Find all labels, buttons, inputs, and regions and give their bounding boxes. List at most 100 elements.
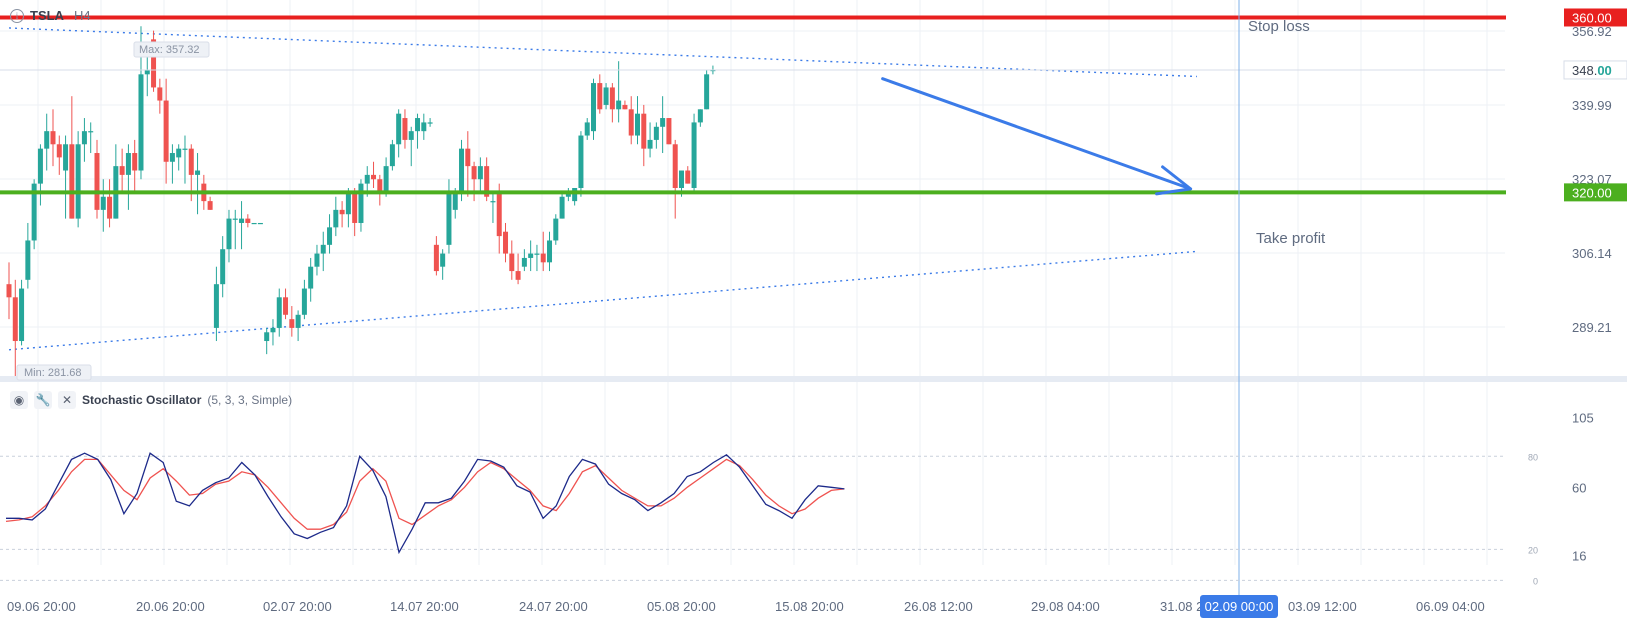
- candle-body: [283, 297, 289, 315]
- candle: [471, 161, 477, 202]
- candle: [383, 157, 389, 197]
- candle-body: [151, 39, 157, 88]
- min-label: Min: 281.68: [24, 367, 81, 379]
- candle-body: [635, 113, 640, 136]
- close-icon[interactable]: ✕: [58, 391, 76, 409]
- candle: [220, 236, 226, 298]
- candle-body: [653, 126, 659, 140]
- candle-body: [628, 109, 634, 136]
- candle: [547, 231, 553, 272]
- time-label: 24.07 20:00: [519, 599, 588, 614]
- grid-layer: [0, 0, 1627, 565]
- candles: [6, 26, 716, 376]
- candle-body: [641, 113, 647, 149]
- osc-level-label: 0: [1533, 576, 1538, 586]
- current-price-tag: 348.00: [1572, 63, 1612, 78]
- candle: [389, 139, 395, 171]
- candle: [427, 118, 433, 127]
- axes: 356.92 339.99 323.07 306.14 289.21 360.00 320.…: [7, 0, 1627, 618]
- price-tick: 289.21: [1572, 320, 1612, 335]
- candle-body: [44, 131, 50, 149]
- indicator-header: ◉ 🔧 ✕ Stochastic Oscillator (5, 3, 3, Si…: [10, 391, 292, 409]
- candle: [660, 96, 666, 154]
- candle-body: [477, 166, 483, 180]
- candle: [597, 74, 603, 114]
- info-icon[interactable]: i: [10, 8, 24, 23]
- candle-body: [257, 222, 263, 225]
- stoch-k-line: [6, 452, 845, 555]
- time-label: 31.08 2: [1160, 599, 1203, 614]
- candle: [56, 135, 62, 175]
- current-price-tag-bg: [1563, 60, 1627, 80]
- candle-body: [195, 170, 201, 175]
- current-price-frac: 00: [1597, 63, 1611, 78]
- candle: [289, 306, 295, 337]
- candle: [515, 253, 521, 285]
- candle: [207, 196, 213, 210]
- candle-body: [465, 148, 471, 167]
- candle-body: [226, 218, 232, 250]
- candle-body: [415, 118, 421, 132]
- take-profit-tag-bg: [1564, 183, 1627, 202]
- candle-body: [333, 209, 339, 228]
- candle-body: [446, 192, 452, 245]
- candle-body: [245, 218, 251, 223]
- candle: [477, 157, 483, 193]
- candle: [333, 196, 339, 237]
- candle-body: [94, 153, 100, 210]
- candle: [666, 118, 672, 145]
- candle: [69, 96, 75, 219]
- osc-level-label: 20: [1528, 545, 1538, 555]
- time-label: 03.09 12:00: [1288, 599, 1357, 614]
- osc-tick: 105: [1572, 411, 1594, 426]
- price-tick: 323.07: [1572, 172, 1612, 187]
- candle-body: [339, 209, 345, 215]
- arrow-head: [1155, 165, 1193, 196]
- trendlines: [8, 27, 1197, 351]
- candle: [94, 139, 100, 219]
- candle: [704, 69, 710, 110]
- candle-body: [364, 174, 370, 184]
- osc-level-label: 80: [1528, 452, 1538, 462]
- symbol-label[interactable]: TSLA: [30, 8, 64, 23]
- candle: [6, 262, 12, 320]
- candle-body: [660, 118, 666, 127]
- candle-body: [301, 288, 307, 315]
- candle: [308, 257, 314, 302]
- candle: [484, 157, 490, 202]
- osc-tick: 60: [1572, 480, 1586, 495]
- candle-body: [320, 244, 326, 254]
- max-tag-bg: [133, 41, 210, 58]
- candle: [295, 310, 301, 342]
- stochastic-panel: 80 20 0 105 60 16: [0, 411, 1594, 586]
- panel-separator: [0, 376, 1627, 382]
- candle-body: [88, 131, 94, 133]
- eye-icon[interactable]: ◉: [10, 391, 28, 409]
- candle: [44, 113, 50, 171]
- candle-body: [377, 179, 383, 193]
- candle: [635, 96, 640, 145]
- candle: [433, 236, 439, 276]
- candle: [509, 240, 515, 280]
- time-label: 05.08 20:00: [647, 599, 716, 614]
- candle: [578, 131, 584, 197]
- wrench-icon[interactable]: 🔧: [34, 391, 52, 409]
- candle-body: [220, 249, 226, 285]
- candle: [503, 222, 509, 263]
- timeframe-label[interactable]: H4: [73, 8, 91, 23]
- candle-body: [188, 148, 194, 175]
- candle-body: [666, 118, 672, 145]
- candle-body: [345, 192, 351, 215]
- candle: [125, 144, 131, 210]
- candle: [213, 266, 219, 342]
- candle: [339, 201, 345, 228]
- candle-body: [396, 113, 402, 145]
- candle: [314, 244, 320, 276]
- candle-body: [440, 253, 446, 267]
- candle-body: [289, 319, 295, 328]
- candle-body: [25, 240, 31, 280]
- trendline-lower: [8, 250, 1197, 351]
- candle: [521, 249, 527, 272]
